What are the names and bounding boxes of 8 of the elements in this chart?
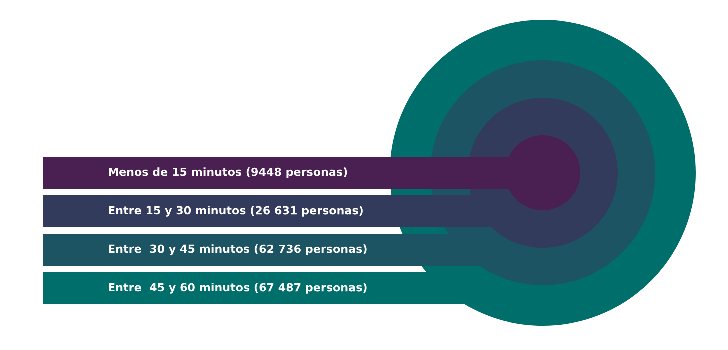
category-label: Entre 30 y 45 minutos [109,244,250,256]
category-label: Entre 15 y 30 minutos [109,206,246,217]
data-label: (67 487 personas) [254,283,367,294]
data-label: (9448 personas) [246,168,348,178]
category-label: Entre 45 y 60 minutos [109,283,250,294]
data-label: (26 631 personas) [251,206,363,217]
data-label: (62 736 personas) [254,244,367,256]
category-label: Menos de 15 minutos [109,168,242,176]
